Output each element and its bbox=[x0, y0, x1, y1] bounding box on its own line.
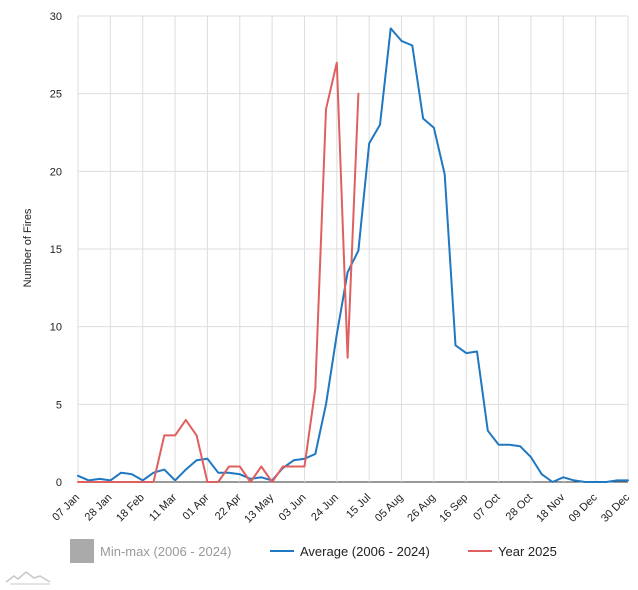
x-tick-label: 28 Oct bbox=[504, 492, 535, 523]
x-tick-label: 03 Jun bbox=[277, 492, 309, 524]
y-axis-title: Number of Fires bbox=[22, 208, 34, 287]
x-tick-label: 01 Apr bbox=[181, 491, 212, 522]
y-tick-label: 20 bbox=[50, 166, 62, 178]
x-tick-label: 07 Jan bbox=[50, 492, 82, 524]
y-tick-label: 15 bbox=[50, 244, 62, 256]
legend-item[interactable]: Min-max (2006 - 2024) bbox=[70, 539, 232, 563]
grid bbox=[77, 15, 629, 483]
series-line-year-2025 bbox=[77, 61, 360, 483]
y-tick-label: 30 bbox=[50, 11, 62, 23]
x-tick-label: 11 Mar bbox=[147, 491, 179, 523]
x-tick-label: 09 Dec bbox=[567, 491, 600, 524]
series-line-average-2006-2024 bbox=[77, 27, 629, 483]
x-tick-label: 24 Jun bbox=[309, 492, 341, 524]
x-tick-label: 05 Aug bbox=[373, 492, 406, 525]
x-tick-label: 26 Aug bbox=[405, 492, 438, 525]
series bbox=[77, 27, 629, 483]
legend-label: Min-max (2006 - 2024) bbox=[100, 544, 232, 559]
legend-label: Year 2025 bbox=[498, 544, 557, 559]
x-tick-label: 30 Dec bbox=[599, 491, 632, 524]
x-tick-label: 16 Sep bbox=[437, 492, 470, 525]
legend[interactable]: Min-max (2006 - 2024) Average (2006 - 202… bbox=[70, 539, 557, 563]
legend-label: Average (2006 - 2024) bbox=[300, 544, 430, 559]
logo-icon bbox=[5, 570, 51, 585]
y-tick-label: 5 bbox=[56, 399, 62, 411]
x-tick-label: 18 Nov bbox=[534, 491, 567, 524]
x-tick-label: 18 Feb bbox=[114, 492, 147, 525]
x-tick-label: 07 Oct bbox=[471, 492, 502, 523]
y-tick-label: 10 bbox=[50, 322, 62, 334]
legend-swatch bbox=[70, 539, 94, 563]
legend-item[interactable]: Average (2006 - 2024) bbox=[270, 544, 430, 559]
x-tick-label: 22 Apr bbox=[213, 491, 244, 522]
x-tick-label: 28 Jan bbox=[83, 492, 115, 524]
y-axis: 0 5 10 15 20 25 30 bbox=[50, 11, 62, 489]
legend-item[interactable]: Year 2025 bbox=[468, 544, 557, 559]
y-tick-label: 25 bbox=[50, 89, 62, 101]
x-tick-label: 15 Jul bbox=[344, 492, 373, 521]
x-tick-label: 13 May bbox=[242, 491, 276, 525]
y-tick-label: 0 bbox=[56, 477, 62, 489]
